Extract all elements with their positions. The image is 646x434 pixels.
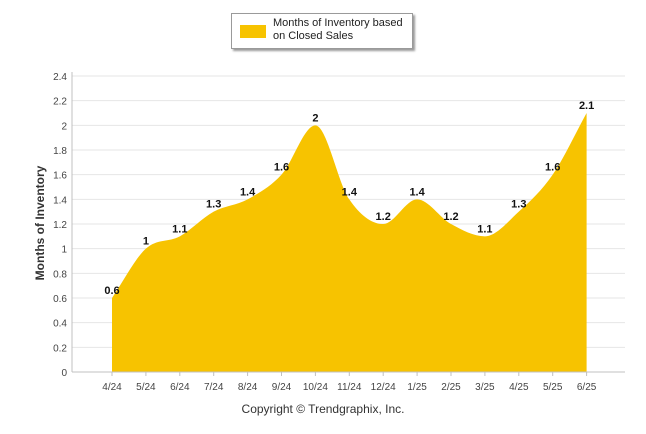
data-label: 1.2 (443, 211, 458, 223)
x-tick-label: 8/24 (238, 382, 258, 393)
data-label: 1.3 (206, 199, 221, 211)
data-label: 1.1 (172, 223, 187, 235)
x-tick-label: 4/24 (102, 382, 122, 393)
y-tick-label: 0.2 (53, 343, 67, 354)
data-label: 1 (143, 236, 149, 248)
y-tick-label: 0 (61, 368, 67, 379)
data-label: 1.6 (545, 162, 560, 174)
legend-swatch (240, 25, 266, 38)
x-tick-label: 12/24 (371, 382, 396, 393)
legend-line-1: Months of Inventory based (273, 17, 403, 29)
data-label: 2 (312, 112, 318, 124)
data-label: 1.4 (342, 186, 358, 198)
y-tick-label: 1 (61, 245, 67, 256)
series-area (112, 113, 587, 372)
x-tick-label: 6/24 (170, 382, 190, 393)
copyright-text: Copyright © Trendgraphix, Inc. (241, 402, 405, 416)
x-tick-label: 1/25 (407, 382, 427, 393)
x-tick-label: 7/24 (204, 382, 224, 393)
data-label: 1.4 (409, 186, 425, 198)
x-tick-label: 2/25 (441, 382, 461, 393)
x-tick-label: 5/25 (543, 382, 563, 393)
data-label: 2.1 (579, 100, 594, 112)
x-tick-label: 11/24 (337, 382, 362, 393)
x-tick-label: 10/24 (303, 382, 328, 393)
data-label: 0.6 (104, 285, 119, 297)
x-tick-label: 6/25 (577, 382, 597, 393)
x-tick-label: 9/24 (272, 382, 292, 393)
y-tick-labels: 0 0.2 0.4 0.6 0.8 1 1.2 1.4 1.6 1.8 2 2.2 2.4 (53, 72, 67, 379)
legend: Months of Inventory based on Closed Sale… (231, 13, 413, 49)
area-fill (112, 113, 587, 372)
x-tick-label: 3/25 (475, 382, 495, 393)
y-tick-label: 0.6 (53, 294, 67, 305)
y-tick-label: 0.4 (53, 319, 67, 330)
legend-line-2: on Closed Sales (273, 30, 354, 42)
axes (71, 72, 625, 373)
data-label: 1.4 (240, 186, 256, 198)
y-tick-label: 1.4 (53, 195, 67, 206)
data-label: 1.1 (477, 223, 492, 235)
data-label: 1.3 (511, 199, 526, 211)
y-tick-label: 2.2 (53, 97, 67, 108)
x-tick-labels: 4/24 5/24 6/24 7/24 8/24 9/24 10/24 11/24 12/24 1… (102, 372, 597, 393)
y-tick-label: 2.4 (53, 72, 67, 83)
data-labels: 0.6 1 1.1 1.3 1.4 1.6 2 1.4 1.2 1.4 1.2 1.1 1.3 1.6 2.… (104, 100, 594, 297)
y-tick-label: 2 (61, 121, 67, 132)
legend-label: Months of Inventory based on Closed Sale… (273, 17, 413, 43)
data-label: 1.6 (274, 162, 289, 174)
y-tick-label: 0.8 (53, 269, 67, 280)
y-tick-label: 1.6 (53, 171, 67, 182)
y-tick-label: 1.2 (53, 220, 67, 231)
x-tick-label: 4/25 (509, 382, 529, 393)
x-tick-label: 5/24 (136, 382, 156, 393)
y-tick-label: 1.8 (53, 146, 67, 157)
y-axis-label: Months of Inventory (33, 165, 47, 281)
data-label: 1.2 (376, 211, 391, 223)
